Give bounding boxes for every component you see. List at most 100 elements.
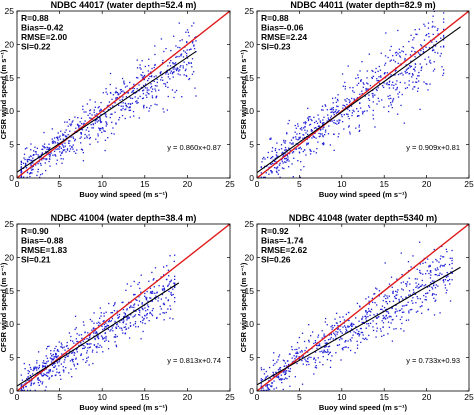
data-point	[347, 346, 350, 349]
data-point	[67, 355, 70, 357]
data-point	[162, 312, 164, 314]
data-point	[164, 83, 167, 85]
data-point	[433, 280, 435, 282]
data-point	[144, 307, 146, 309]
data-point	[389, 300, 391, 303]
data-point	[78, 344, 80, 347]
data-point	[174, 254, 176, 256]
data-point	[34, 146, 36, 148]
data-point	[285, 370, 288, 372]
data-point	[399, 309, 401, 311]
data-point	[395, 294, 397, 296]
data-point	[349, 338, 351, 341]
data-point	[402, 298, 404, 300]
data-point	[371, 297, 373, 299]
data-point	[167, 299, 170, 301]
data-point	[429, 83, 431, 85]
data-point	[265, 370, 267, 373]
data-point	[374, 94, 376, 96]
data-point	[425, 46, 427, 48]
x-axis-label: Buoy wind speed (m s⁻¹)	[319, 403, 408, 412]
data-point	[22, 162, 25, 165]
data-point	[104, 130, 106, 132]
data-point	[370, 311, 372, 313]
data-point	[451, 279, 453, 281]
data-point	[21, 389, 24, 391]
data-point	[422, 48, 424, 50]
data-point	[129, 116, 131, 118]
data-point	[30, 164, 32, 167]
data-point	[431, 49, 434, 52]
regression-equation: y = 0.860x+0.87	[167, 143, 221, 152]
data-point	[372, 93, 374, 95]
data-point	[420, 67, 423, 69]
data-point	[322, 364, 324, 366]
data-point	[144, 322, 146, 325]
data-point	[428, 266, 430, 268]
data-point	[166, 71, 169, 73]
data-point	[305, 132, 307, 134]
data-point	[336, 105, 338, 107]
data-point	[102, 320, 104, 323]
data-point	[399, 73, 401, 75]
data-point	[163, 319, 165, 321]
data-point	[406, 87, 408, 89]
data-point	[195, 95, 197, 97]
data-point	[345, 113, 348, 115]
data-point	[314, 340, 317, 342]
data-point	[191, 73, 194, 75]
data-point	[136, 67, 139, 69]
x-tick-label: 15	[140, 392, 150, 402]
data-point	[89, 109, 92, 111]
data-point	[440, 52, 442, 55]
data-point	[142, 90, 144, 92]
data-point	[282, 151, 284, 153]
data-point	[129, 106, 131, 109]
data-point	[75, 152, 77, 154]
data-point	[167, 299, 169, 302]
data-point	[193, 45, 195, 47]
data-point	[441, 66, 443, 68]
data-point	[442, 279, 444, 282]
data-point	[425, 63, 428, 65]
data-point	[122, 318, 125, 321]
data-point	[105, 121, 107, 123]
data-point	[434, 273, 436, 276]
data-point	[375, 323, 378, 325]
data-point	[46, 365, 49, 367]
data-point	[29, 155, 32, 157]
data-point	[417, 52, 420, 54]
data-point	[386, 72, 389, 74]
data-point	[283, 370, 285, 372]
data-point	[407, 67, 410, 69]
data-point	[186, 41, 188, 43]
data-point	[179, 40, 181, 42]
x-tick-label: 25	[464, 392, 474, 402]
data-point	[128, 109, 130, 112]
data-point	[116, 335, 118, 338]
data-point	[167, 73, 169, 75]
data-point	[26, 389, 29, 391]
data-point	[49, 370, 52, 372]
data-point	[445, 276, 448, 278]
data-point	[339, 321, 341, 323]
data-point	[312, 135, 314, 137]
data-point	[374, 287, 377, 289]
data-point	[48, 160, 50, 163]
data-point	[366, 338, 368, 341]
data-point	[80, 132, 82, 134]
data-point	[93, 335, 95, 337]
y-tick-label: 15	[5, 286, 15, 296]
data-point	[408, 290, 411, 292]
data-point	[351, 337, 353, 339]
data-point	[422, 51, 425, 53]
data-point	[20, 172, 22, 174]
data-point	[129, 306, 131, 309]
data-point	[52, 154, 54, 156]
data-point	[385, 310, 388, 313]
data-point	[284, 373, 286, 376]
y-tick-label: 10	[245, 319, 255, 329]
data-point	[315, 127, 317, 129]
data-point	[311, 119, 313, 122]
data-point	[37, 379, 39, 381]
